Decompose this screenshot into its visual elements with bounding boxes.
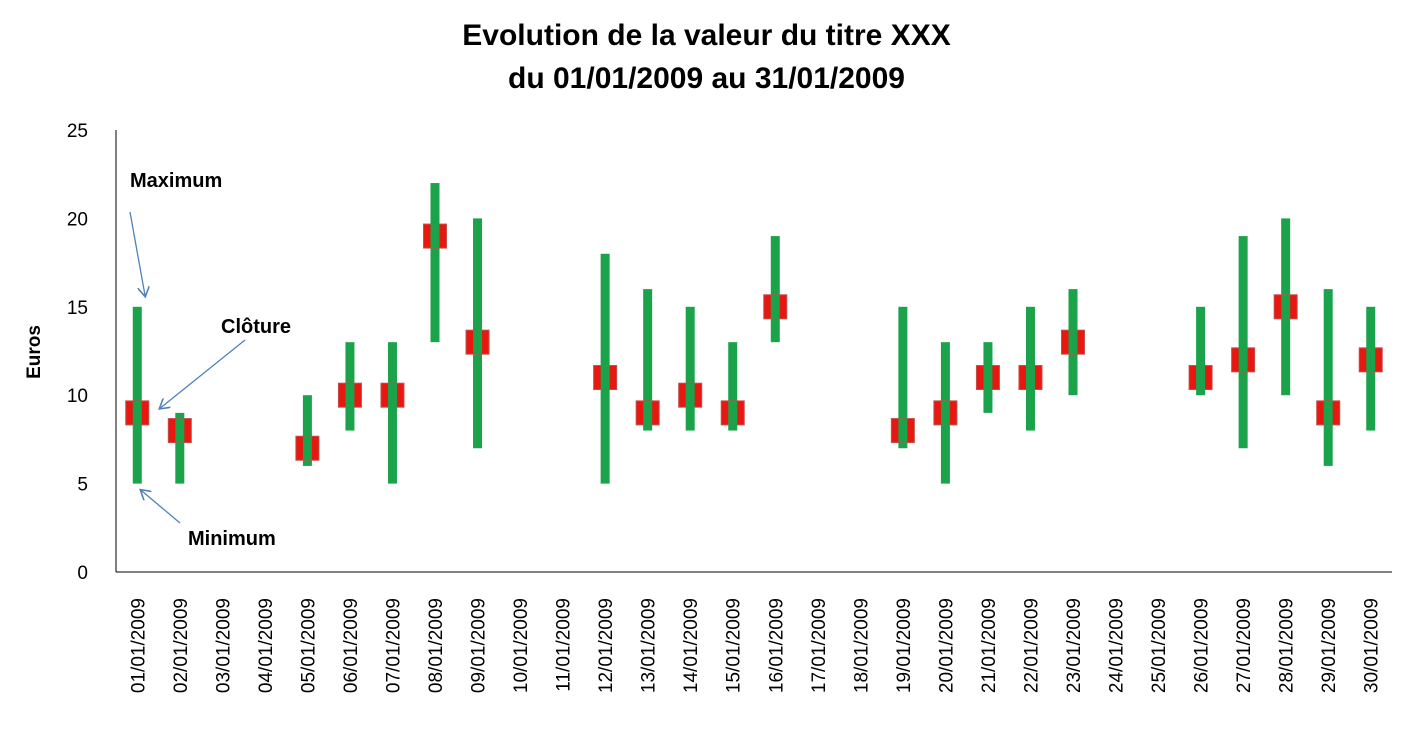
x-tick-label: 16/01/2009 xyxy=(766,598,787,693)
x-tick-label: 26/01/2009 xyxy=(1192,598,1213,693)
x-tick-label: 10/01/2009 xyxy=(511,598,532,693)
x-tick-label: 02/01/2009 xyxy=(171,598,192,693)
y-axis-label: Euros xyxy=(24,325,45,379)
close-marker-center xyxy=(600,365,610,390)
close-markers xyxy=(125,223,1383,461)
close-marker-center xyxy=(1281,294,1291,319)
range-bar xyxy=(685,306,695,431)
close-marker-center xyxy=(983,365,993,390)
x-tick-label: 14/01/2009 xyxy=(681,598,702,693)
x-tick-label: 06/01/2009 xyxy=(341,598,362,693)
range-bar xyxy=(302,395,312,466)
chart-subtitle: du 01/01/2009 au 31/01/2009 xyxy=(508,62,905,95)
range-bar xyxy=(898,306,908,449)
y-tick-label: 0 xyxy=(77,563,88,584)
close-marker-center xyxy=(770,294,780,319)
range-bar xyxy=(728,342,738,431)
x-tick-label: 23/01/2009 xyxy=(1064,598,1085,693)
range-bar xyxy=(643,289,653,431)
x-tick-label: 29/01/2009 xyxy=(1319,598,1340,693)
x-tick-label: 28/01/2009 xyxy=(1277,598,1298,693)
range-bar xyxy=(430,183,440,343)
annotations: Maximum Clôture Minimum xyxy=(129,170,291,550)
annotation-arrow xyxy=(140,490,181,524)
close-marker-center xyxy=(1025,365,1035,390)
x-tick-label: 25/01/2009 xyxy=(1149,598,1170,693)
x-tick-label: 04/01/2009 xyxy=(256,598,277,693)
x-tick-label: 20/01/2009 xyxy=(936,598,957,693)
close-marker-center xyxy=(345,383,355,408)
range-bar xyxy=(132,306,142,484)
close-marker-center xyxy=(175,418,185,443)
chart-title-block: Evolution de la valeur du titre XXX du 0… xyxy=(0,14,1413,100)
x-tick-label: 18/01/2009 xyxy=(851,598,872,693)
tick-labels: 0 5 10 15 20 25 01/01/2009 02/01/2009 03/01/2009… xyxy=(67,121,1383,693)
close-marker-center xyxy=(132,400,142,425)
annotation-label: Clôture xyxy=(221,316,291,338)
close-marker-center xyxy=(1366,347,1376,372)
x-tick-label: 19/01/2009 xyxy=(894,598,915,693)
y-tick-label: 5 xyxy=(77,475,88,496)
x-tick-label: 30/01/2009 xyxy=(1362,598,1383,693)
close-marker-center xyxy=(940,400,950,425)
close-marker-center xyxy=(1238,347,1248,372)
close-marker-center xyxy=(387,383,397,408)
close-marker-center xyxy=(302,436,312,461)
range-bar xyxy=(1196,306,1206,396)
x-tick-label: 15/01/2009 xyxy=(724,598,745,693)
range-bar xyxy=(1323,289,1333,466)
x-tick-label: 09/01/2009 xyxy=(469,598,490,693)
close-marker-center xyxy=(898,418,908,443)
range-bar xyxy=(175,412,185,484)
x-tick-label: 07/01/2009 xyxy=(383,598,404,693)
x-tick-label: 24/01/2009 xyxy=(1107,598,1128,693)
range-bar xyxy=(770,236,780,343)
x-tick-label: 11/01/2009 xyxy=(554,598,575,692)
x-tick-label: 12/01/2009 xyxy=(596,598,617,693)
x-tick-label: 01/01/2009 xyxy=(128,598,149,693)
y-tick-label: 20 xyxy=(67,209,88,230)
x-tick-label: 17/01/2009 xyxy=(809,598,830,693)
y-tick-label: 10 xyxy=(67,386,88,407)
annotation-label: Minimum xyxy=(188,528,276,550)
x-tick-label: 13/01/2009 xyxy=(639,598,660,693)
y-tick-label: 25 xyxy=(67,121,88,142)
x-tick-label: 08/01/2009 xyxy=(426,598,447,693)
annotation-arrow xyxy=(129,211,145,297)
chart-title: Evolution de la valeur du titre XXX xyxy=(462,19,951,52)
close-marker-center xyxy=(643,400,653,425)
close-marker-center xyxy=(728,400,738,425)
x-tick-label: 27/01/2009 xyxy=(1234,598,1255,693)
close-marker-center xyxy=(1323,400,1333,425)
x-tick-label: 21/01/2009 xyxy=(979,598,1000,693)
y-tick-label: 15 xyxy=(67,298,88,319)
close-marker-center xyxy=(473,330,483,355)
axes xyxy=(115,130,1392,573)
close-marker-center xyxy=(1196,365,1206,390)
annotation-label: Maximum xyxy=(130,170,222,192)
range-bar xyxy=(387,342,397,484)
annotation-arrow xyxy=(159,339,246,409)
x-tick-label: 05/01/2009 xyxy=(298,598,319,693)
close-marker-center xyxy=(1068,330,1078,355)
x-tick-label: 22/01/2009 xyxy=(1021,598,1042,693)
x-tick-label: 03/01/2009 xyxy=(213,598,234,693)
range-bar xyxy=(1238,236,1248,449)
close-marker-center xyxy=(430,224,440,249)
close-marker-center xyxy=(685,383,695,408)
